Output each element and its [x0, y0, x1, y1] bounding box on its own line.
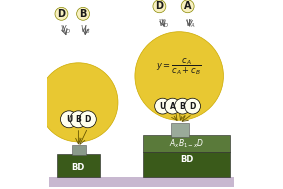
Text: $V_D$: $V_D$: [158, 18, 169, 30]
Text: U: U: [160, 102, 166, 111]
Text: $V_D$: $V_D$: [59, 24, 71, 36]
Circle shape: [39, 63, 118, 142]
Circle shape: [70, 111, 87, 128]
Bar: [72, 145, 86, 156]
Circle shape: [79, 111, 96, 128]
Text: BD: BD: [72, 163, 85, 172]
Text: $V_B$: $V_B$: [80, 24, 91, 36]
Text: B: B: [180, 102, 185, 111]
Circle shape: [61, 111, 78, 128]
Bar: [143, 135, 230, 152]
Bar: [143, 152, 230, 177]
Text: B: B: [76, 115, 81, 124]
Text: U: U: [66, 115, 72, 124]
Text: B: B: [80, 9, 87, 19]
Bar: [57, 154, 100, 177]
Circle shape: [135, 32, 224, 120]
Text: $V_A$: $V_A$: [185, 18, 195, 30]
Text: $A_xB_{1-x}D$: $A_xB_{1-x}D$: [169, 138, 204, 150]
Text: $y = \dfrac{c_A}{c_A + c_B}$: $y = \dfrac{c_A}{c_A + c_B}$: [156, 56, 202, 77]
Bar: [171, 123, 188, 137]
Text: D: D: [57, 9, 65, 19]
Circle shape: [155, 98, 171, 114]
Text: D: D: [85, 115, 91, 124]
Text: D: D: [189, 102, 196, 111]
Bar: [49, 177, 234, 187]
Text: D: D: [155, 1, 163, 11]
Circle shape: [185, 98, 200, 114]
Text: BD: BD: [180, 155, 193, 164]
Circle shape: [165, 98, 181, 114]
Circle shape: [175, 98, 190, 114]
Text: A: A: [184, 1, 191, 11]
Text: A: A: [170, 102, 175, 111]
